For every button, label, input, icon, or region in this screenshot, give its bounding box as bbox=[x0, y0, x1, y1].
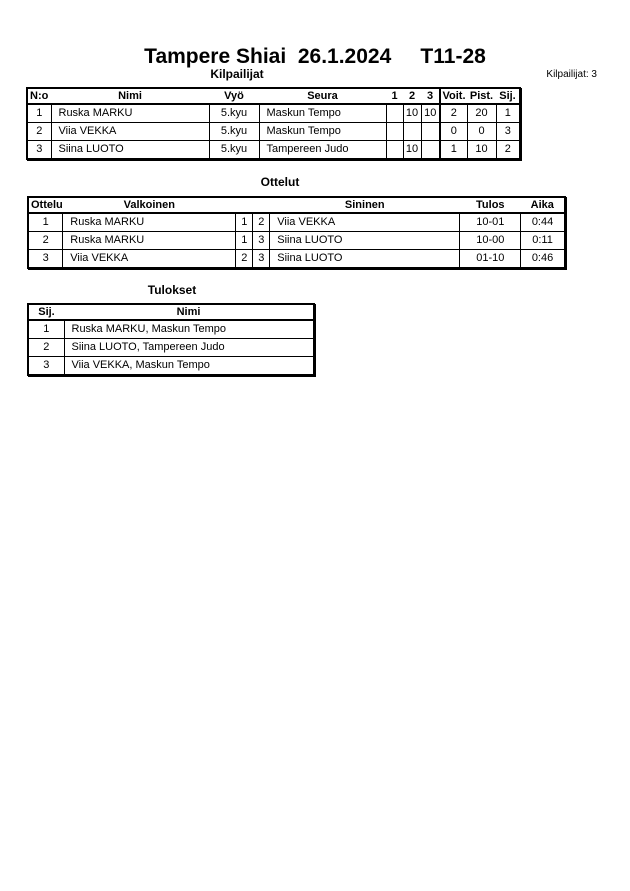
col-header-pist: Pist. bbox=[467, 88, 496, 105]
table-row: 3 Viia VEKKA, Maskun Tempo bbox=[27, 356, 315, 376]
table-row: 3 Viia VEKKA 2 3 Siina LUOTO 01-10 0:46 bbox=[27, 249, 566, 269]
cell-ottelu: 1 bbox=[27, 212, 64, 232]
cell-pist: 10 bbox=[466, 140, 497, 160]
cell-voit: 0 bbox=[439, 122, 468, 141]
competitors-table: N:o Nimi Vyö Seura 1 2 3 Voit. Pist. Sij… bbox=[26, 87, 521, 160]
cell-blue-no: 2 bbox=[252, 212, 271, 232]
cell-sininen: Siina LUOTO bbox=[269, 249, 461, 269]
table-row: 2 Viia VEKKA 5.kyu Maskun Tempo 0 0 3 bbox=[26, 122, 521, 141]
cell-nimi: Viia VEKKA bbox=[50, 122, 210, 141]
table-row: 2 Siina LUOTO, Tampereen Judo bbox=[27, 338, 315, 357]
cell-round3 bbox=[420, 122, 441, 141]
col-header-tulos: Tulos bbox=[459, 197, 521, 214]
competitors-header-row: N:o Nimi Vyö Seura 1 2 3 Voit. Pist. Sij… bbox=[27, 88, 520, 105]
col-header-ottelu: Ottelu bbox=[28, 197, 63, 214]
col-header-nimi: Nimi bbox=[64, 304, 314, 321]
col-header-blue-no bbox=[252, 197, 270, 214]
cell-no: 2 bbox=[26, 122, 52, 141]
cell-seura: Maskun Tempo bbox=[258, 122, 387, 141]
competitor-count-label: Kilpailijat: 3 bbox=[546, 69, 597, 80]
cell-valkoinen: Ruska MARKU bbox=[62, 212, 237, 232]
cell-round1 bbox=[385, 122, 404, 141]
col-header-voit: Voit. bbox=[439, 88, 467, 105]
results-table: Sij. Nimi 1 Ruska MARKU, Maskun Tempo 2 … bbox=[27, 303, 315, 376]
cell-sij: 2 bbox=[495, 140, 521, 160]
cell-seura: Maskun Tempo bbox=[258, 103, 387, 123]
cell-valkoinen: Ruska MARKU bbox=[62, 231, 237, 250]
cell-ottelu: 2 bbox=[27, 231, 64, 250]
cell-round2: 10 bbox=[402, 103, 422, 123]
cell-blue-no: 3 bbox=[252, 231, 271, 250]
table-row: 2 Ruska MARKU 1 3 Siina LUOTO 10-00 0:11 bbox=[27, 231, 566, 250]
table-row: 1 Ruska MARKU 1 2 Viia VEKKA 10-01 0:44 bbox=[27, 212, 566, 232]
competitors-section-title: Kilpailijat bbox=[210, 67, 264, 81]
cell-pist: 0 bbox=[466, 122, 497, 141]
cell-vyo: 5.kyu bbox=[208, 140, 260, 160]
cell-valkoinen: Viia VEKKA bbox=[62, 249, 237, 269]
cell-no: 3 bbox=[26, 140, 52, 160]
cell-sij: 3 bbox=[27, 356, 65, 376]
cell-tulos: 10-00 bbox=[459, 231, 522, 250]
col-header-aika: Aika bbox=[520, 197, 565, 214]
matches-section-title: Ottelut bbox=[260, 175, 300, 189]
cell-sij: 3 bbox=[495, 122, 521, 141]
cell-nimi: Ruska MARKU bbox=[50, 103, 210, 123]
cell-voit: 2 bbox=[439, 103, 468, 123]
col-header-no: N:o bbox=[27, 88, 51, 105]
cell-round1 bbox=[385, 103, 404, 123]
cell-white-no: 1 bbox=[235, 212, 254, 232]
cell-pist: 20 bbox=[466, 103, 497, 123]
cell-seura: Tampereen Judo bbox=[258, 140, 387, 160]
matches-table: Ottelu Valkoinen Sininen Tulos Aika 1 Ru… bbox=[27, 196, 566, 269]
col-header-seura: Seura bbox=[259, 88, 386, 105]
cell-round1 bbox=[385, 140, 404, 160]
table-row: 3 Siina LUOTO 5.kyu Tampereen Judo 10 1 … bbox=[26, 140, 521, 160]
col-header-valkoinen: Valkoinen bbox=[62, 197, 236, 214]
cell-nimi: Viia VEKKA, Maskun Tempo bbox=[63, 356, 315, 376]
cell-vyo: 5.kyu bbox=[208, 122, 260, 141]
cell-ottelu: 3 bbox=[27, 249, 64, 269]
col-header-sij: Sij. bbox=[496, 88, 520, 105]
col-header-sij: Sij. bbox=[28, 304, 64, 321]
cell-sij: 1 bbox=[27, 319, 65, 339]
cell-nimi: Siina LUOTO bbox=[50, 140, 210, 160]
table-row: 1 Ruska MARKU 5.kyu Maskun Tempo 10 10 2… bbox=[26, 103, 521, 123]
col-header-vyo: Vyö bbox=[209, 88, 259, 105]
col-header-round1: 1 bbox=[386, 88, 403, 105]
cell-tulos: 01-10 bbox=[459, 249, 522, 269]
cell-nimi: Siina LUOTO, Tampereen Judo bbox=[63, 338, 315, 357]
cell-tulos: 10-01 bbox=[459, 212, 522, 232]
cell-sininen: Viia VEKKA bbox=[269, 212, 461, 232]
cell-round3: 10 bbox=[420, 103, 441, 123]
cell-voit: 1 bbox=[439, 140, 468, 160]
cell-sininen: Siina LUOTO bbox=[269, 231, 461, 250]
col-header-white-no bbox=[235, 197, 253, 214]
col-header-round2: 2 bbox=[403, 88, 421, 105]
col-header-round3: 3 bbox=[421, 88, 440, 105]
col-header-nimi: Nimi bbox=[51, 88, 209, 105]
col-header-sininen: Sininen bbox=[269, 197, 460, 214]
results-section-title: Tulokset bbox=[147, 283, 197, 297]
cell-sij: 2 bbox=[27, 338, 65, 357]
cell-no: 1 bbox=[26, 103, 52, 123]
cell-aika: 0:46 bbox=[520, 249, 566, 269]
cell-aika: 0:11 bbox=[520, 231, 566, 250]
cell-white-no: 2 bbox=[235, 249, 254, 269]
page-title: Tampere Shiai 26.1.2024 T11-28 bbox=[144, 45, 486, 68]
cell-vyo: 5.kyu bbox=[208, 103, 260, 123]
results-header-row: Sij. Nimi bbox=[28, 304, 314, 321]
cell-aika: 0:44 bbox=[520, 212, 566, 232]
cell-white-no: 1 bbox=[235, 231, 254, 250]
cell-round2 bbox=[402, 122, 422, 141]
table-row: 1 Ruska MARKU, Maskun Tempo bbox=[27, 319, 315, 339]
cell-sij: 1 bbox=[495, 103, 521, 123]
cell-nimi: Ruska MARKU, Maskun Tempo bbox=[63, 319, 315, 339]
matches-header-row: Ottelu Valkoinen Sininen Tulos Aika bbox=[28, 197, 565, 214]
cell-round3 bbox=[420, 140, 441, 160]
cell-blue-no: 3 bbox=[252, 249, 271, 269]
cell-round2: 10 bbox=[402, 140, 422, 160]
